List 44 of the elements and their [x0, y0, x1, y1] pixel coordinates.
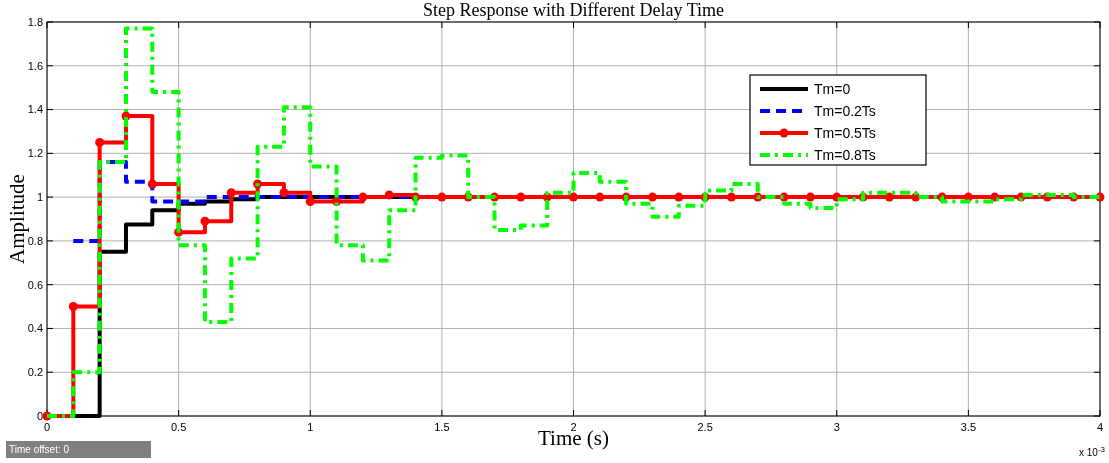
point: [95, 137, 105, 147]
point: [884, 192, 894, 202]
y-tick-label: 1.2: [27, 147, 43, 160]
point: [305, 196, 315, 206]
x-tick-label: 2.5: [697, 421, 713, 433]
point: [358, 192, 368, 202]
point: [726, 192, 736, 202]
x-tick-label: 2: [570, 421, 577, 433]
text: x 10$^{-3}$: [1078, 444, 1106, 458]
x-tick-label: 4: [1096, 421, 1104, 433]
y-tick-label: 0.2: [27, 366, 43, 379]
y-tick-label: 1.4: [27, 103, 43, 116]
legend-label: Tm=0: [814, 80, 851, 97]
point: [200, 216, 210, 226]
point: [68, 302, 78, 312]
y-tick-label: 0: [36, 409, 43, 422]
point: [226, 188, 236, 198]
x-tick-label: 1.5: [434, 421, 450, 433]
y-tick-label: 1: [36, 190, 43, 203]
y-tick-label: 1.8: [27, 15, 43, 28]
y-tick-label: 1.6: [27, 59, 43, 72]
y-tick-label: 0.6: [27, 278, 43, 291]
point: [674, 192, 684, 202]
point: [569, 192, 578, 202]
legend-label: Tm=0.2Ts: [814, 102, 876, 119]
point: [437, 192, 447, 202]
point: [595, 192, 605, 202]
y-tick-label: 0.4: [27, 322, 43, 335]
x-tick-label: 1: [307, 421, 314, 433]
text: Time offset: 0: [9, 444, 70, 455]
point: [647, 192, 657, 202]
y-axis-title: Amplitude: [5, 174, 29, 264]
x-tick-label: 3.5: [960, 421, 977, 433]
chart-title: Step Response with Different Delay Time: [422, 0, 725, 20]
point: [805, 192, 815, 202]
point: [279, 188, 289, 198]
point: [516, 192, 526, 202]
legend-label: Tm=0.5Ts: [814, 124, 876, 141]
point: [384, 190, 394, 200]
legend-label: Tm=0.8Ts: [814, 146, 876, 163]
x-tick-label: 3: [833, 421, 840, 433]
point: [147, 179, 157, 189]
y-tick-label: 0.8: [27, 234, 43, 247]
x-tick-label: 0.5: [170, 421, 187, 433]
